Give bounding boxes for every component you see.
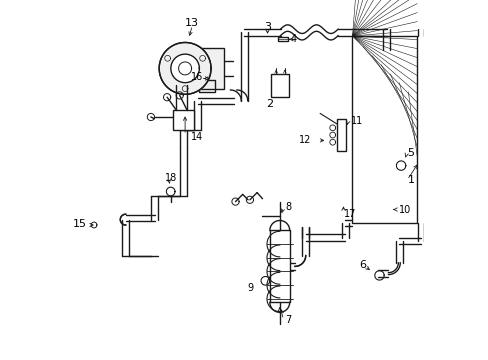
Bar	[271, 74, 289, 97]
Bar	[199, 80, 214, 92]
Bar	[277, 37, 287, 41]
Polygon shape	[170, 54, 199, 83]
Text: 5: 5	[407, 148, 413, 158]
Bar	[337, 119, 346, 151]
Text: 10: 10	[399, 204, 411, 215]
Text: 4: 4	[290, 34, 296, 44]
Bar	[185, 48, 224, 89]
Text: 2: 2	[265, 99, 273, 109]
Text: 17: 17	[343, 209, 355, 219]
Text: 14: 14	[190, 132, 203, 142]
Text: 1: 1	[407, 175, 414, 185]
Bar	[269, 230, 289, 302]
Text: 18: 18	[165, 173, 177, 183]
Text: 9: 9	[247, 283, 253, 293]
Bar	[352, 36, 416, 223]
Text: 6: 6	[359, 260, 366, 270]
Bar	[172, 110, 194, 130]
Text: 8: 8	[285, 202, 291, 212]
Text: 15: 15	[72, 219, 86, 229]
Text: 3: 3	[264, 22, 270, 32]
Polygon shape	[159, 42, 211, 94]
Text: 7: 7	[285, 315, 291, 325]
Text: 12: 12	[298, 135, 310, 145]
Text: 16: 16	[190, 72, 203, 82]
Text: 13: 13	[185, 18, 199, 28]
Text: 11: 11	[350, 116, 362, 126]
